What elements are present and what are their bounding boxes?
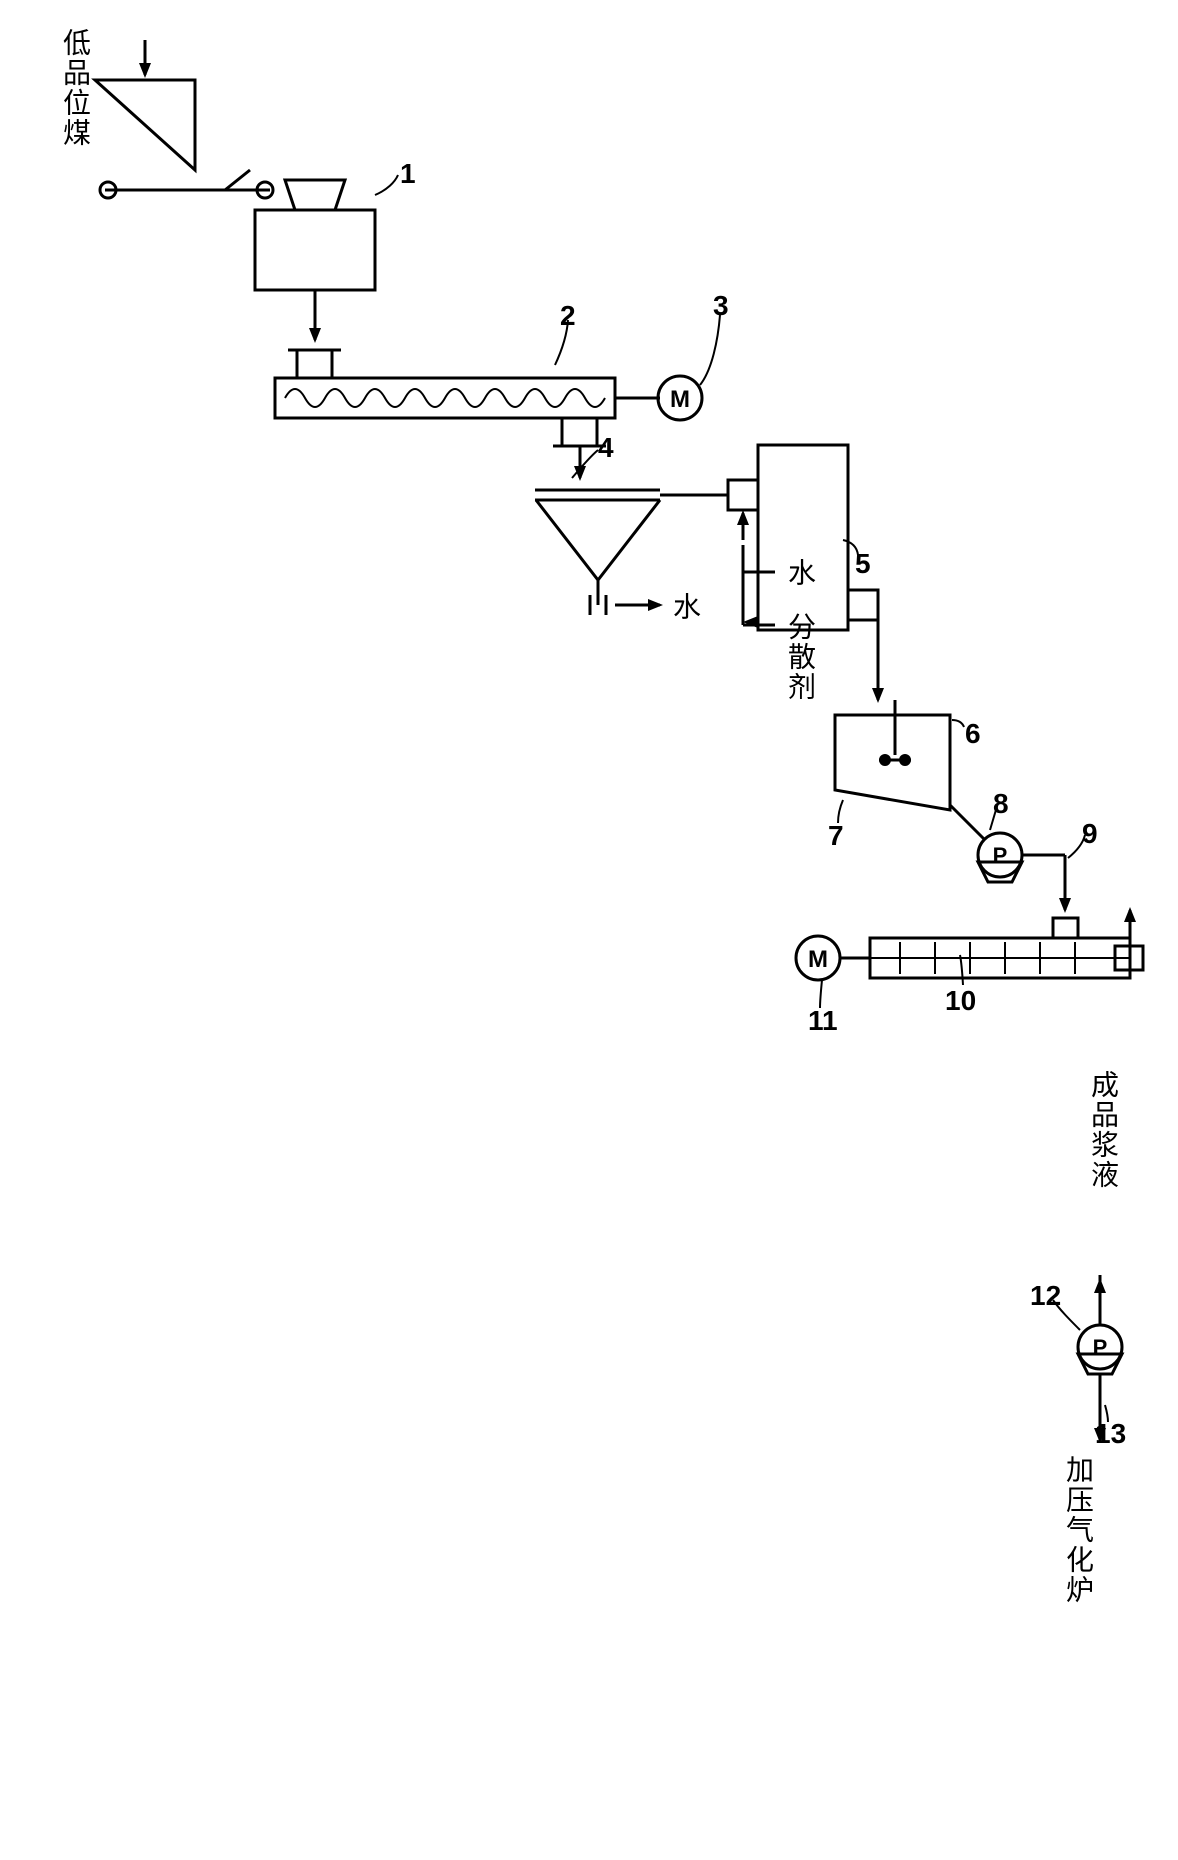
- mill: [728, 445, 878, 630]
- label-11: 11: [808, 1005, 838, 1037]
- svg-text:P: P: [993, 843, 1008, 868]
- label-5: 5: [855, 548, 871, 580]
- product-slurry-label: 成品浆液: [1083, 1070, 1123, 1190]
- label-4: 4: [598, 432, 614, 464]
- svg-text:P: P: [1093, 1335, 1108, 1360]
- crusher: [255, 210, 375, 290]
- svg-text:M: M: [670, 386, 690, 413]
- dispersant-label: 分散剂: [780, 612, 820, 702]
- label-12: 12: [1030, 1280, 1061, 1312]
- label-13: 13: [1095, 1418, 1126, 1450]
- pump-8: P: [978, 833, 1022, 882]
- feed-hopper: [95, 80, 195, 170]
- label-6: 6: [965, 718, 981, 750]
- label-9: 9: [1082, 818, 1098, 850]
- label-8: 8: [993, 788, 1009, 820]
- label-10: 10: [945, 985, 976, 1017]
- svg-text:M: M: [808, 946, 828, 973]
- kneader: [870, 918, 1143, 978]
- label-3: 3: [713, 290, 729, 322]
- separator: [535, 490, 660, 615]
- water-out-label: 水: [665, 592, 705, 622]
- label-2: 2: [560, 300, 576, 332]
- diagram-svg: M: [0, 0, 1178, 1860]
- gasifier-label: 加压气化炉: [1058, 1455, 1098, 1605]
- process-flow-diagram: M: [0, 0, 1178, 1860]
- label-7: 7: [828, 820, 844, 852]
- coal-input-label: 低品位煤: [55, 28, 95, 148]
- water-label: 水: [780, 558, 820, 588]
- crusher-hopper: [285, 180, 345, 210]
- mixing-tank: [835, 700, 950, 810]
- label-1: 1: [400, 158, 416, 190]
